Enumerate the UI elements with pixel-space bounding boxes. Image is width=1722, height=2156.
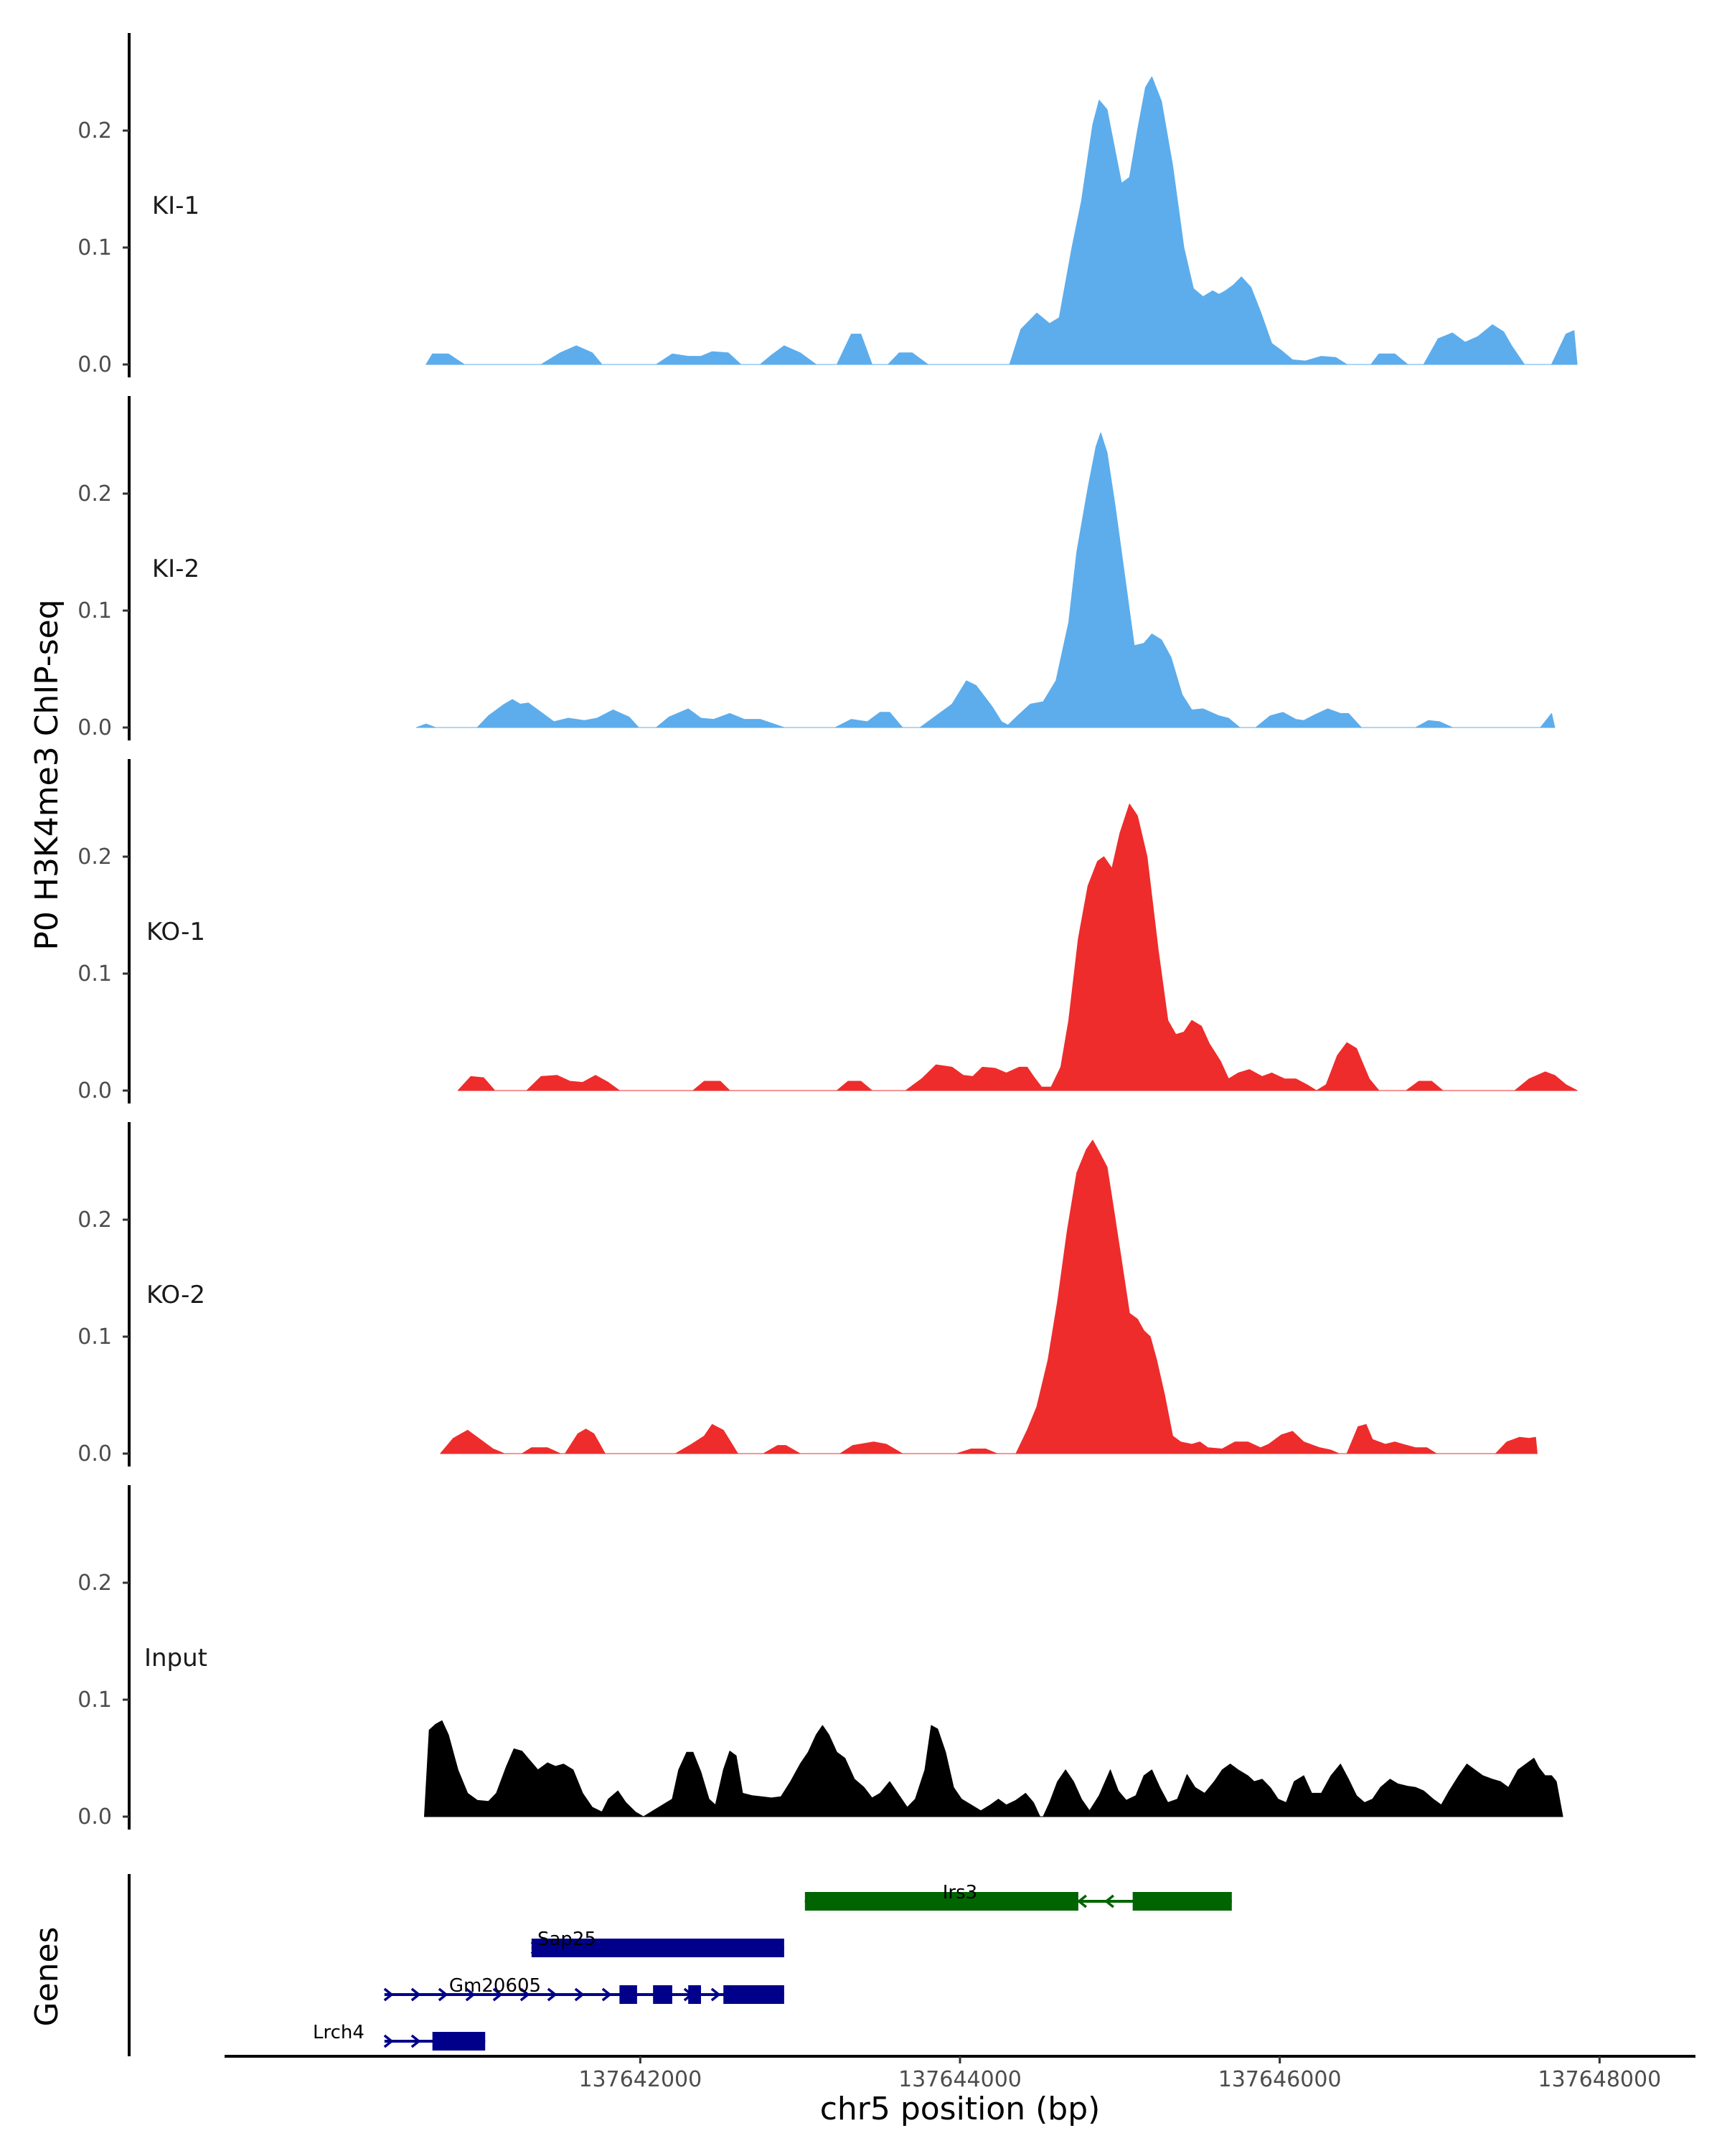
track-ki-1: 0.0 0.1 0.2 KI-1 [77, 33, 1578, 377]
track-label-ki-1: KI-1 [152, 192, 199, 220]
track-label-ko-1: KO-1 [146, 918, 205, 946]
strand-arrow [1077, 1894, 1087, 1908]
strand-arrow [438, 1987, 448, 2002]
y-tick-label: 0.0 [77, 352, 112, 377]
y-tick-label: 0.1 [77, 235, 112, 260]
strand-arrow [1104, 1894, 1114, 1908]
strand-arrow [410, 2034, 421, 2048]
track-ko-2: 0.0 0.1 0.2 KO-2 [77, 1122, 1538, 1467]
x-axis-title: chr5 position (bp) [820, 2091, 1101, 2127]
track-label-ki-2: KI-2 [152, 555, 199, 583]
strand-arrow [710, 1987, 721, 2002]
x-tick-label: 137644000 [898, 2067, 1022, 2092]
strand-arrow [383, 1987, 394, 2002]
y-tick-label: 0.2 [77, 844, 112, 870]
gene-sap25: Sap25 [530, 1929, 784, 1957]
exon [531, 1939, 784, 1957]
track-label-ko-2: KO-2 [146, 1281, 205, 1309]
strand-arrow [601, 1987, 612, 2002]
y-tick-label: 0.2 [77, 481, 112, 507]
gene-track: Irs3 Sap25 Gm20605 Lrch4 [128, 1874, 1232, 2056]
y-tick-label: 0.2 [77, 1208, 112, 1233]
signal-area-ko-2 [440, 1139, 1538, 1454]
signal-tracks: 0.00.10.2KI-10.00.10.2KI-20.00.10.2KO-10… [77, 33, 1578, 1830]
x-tick-label: 137642000 [578, 2067, 702, 2092]
y-tick-label: 0.0 [77, 715, 112, 740]
exon [619, 1985, 637, 2004]
strand-arrow [492, 1987, 503, 2002]
exon [688, 1985, 702, 2004]
y-tick-label: 0.2 [77, 1571, 112, 1596]
track-ko-1: 0.0 0.1 0.2 KO-1 [77, 759, 1578, 1103]
y-tick-label: 0.2 [77, 118, 112, 143]
track-label-input: Input [144, 1644, 207, 1672]
track-input: 0.0 0.1 0.2 Input [77, 1485, 1563, 1830]
strand-arrow [410, 1987, 421, 2002]
gene-label-sap25: Sap25 [537, 1929, 596, 1950]
strand-arrow [547, 1987, 557, 2002]
gene-irs3: Irs3 [804, 1882, 1232, 1911]
strand-arrow [519, 1987, 530, 2002]
y-tick-label: 0.1 [77, 1687, 112, 1713]
y-tick-label: 0.1 [77, 598, 112, 623]
y-tick-label: 0.0 [77, 1078, 112, 1103]
gene-label-irs3: Irs3 [943, 1882, 977, 1903]
exon [432, 2032, 486, 2051]
gene-label-gm20605: Gm20605 [449, 1975, 541, 1997]
strand-arrow [574, 1987, 585, 2002]
y-tick-label: 0.0 [77, 1804, 112, 1830]
y-tick-label: 0.1 [77, 961, 112, 987]
track-ki-2: 0.0 0.1 0.2 KI-2 [77, 396, 1556, 740]
gene-label-lrch4: Lrch4 [313, 2022, 364, 2043]
genes-axis-title: Genes [29, 1926, 65, 2026]
gene-lrch4: Lrch4 [313, 2022, 486, 2051]
signal-area-input [424, 1720, 1563, 1817]
exon [1132, 1892, 1232, 1911]
exon [723, 1985, 784, 2004]
gene-gm20605: Gm20605 [383, 1975, 784, 2004]
signal-area-ki-2 [415, 432, 1556, 728]
exon [804, 1892, 1078, 1911]
y-tick-label: 0.0 [77, 1441, 112, 1467]
signal-area-ki-1 [425, 76, 1578, 365]
x-tick-label: 137648000 [1538, 2067, 1661, 2092]
x-tick-label: 137646000 [1218, 2067, 1342, 2092]
exon [653, 1985, 672, 2004]
strand-arrow [383, 2034, 394, 2048]
signal-area-ko-1 [457, 804, 1578, 1091]
strand-arrow [465, 1987, 476, 2002]
y-axis-title: P0 H3K4me3 ChIP-seq [29, 599, 65, 950]
y-tick-label: 0.1 [77, 1324, 112, 1350]
x-axis: 137642000 137644000 137646000 137648000 [225, 2055, 1695, 2092]
